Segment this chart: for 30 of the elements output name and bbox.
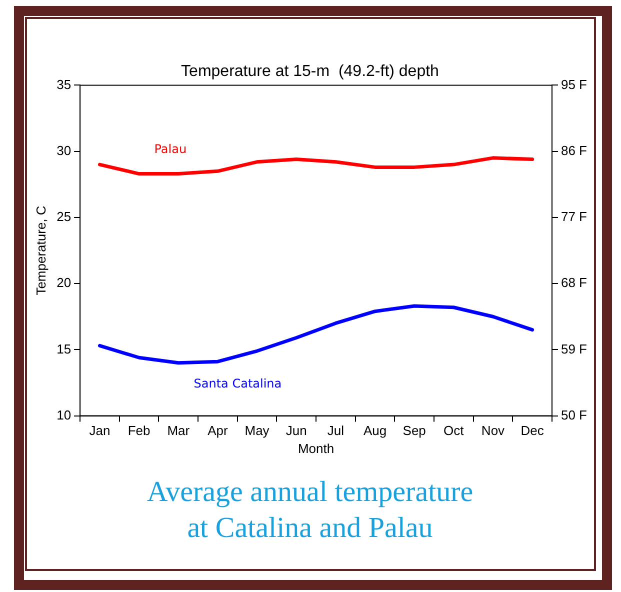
x-tick-label: Dec	[520, 423, 544, 438]
x-tick-label: Nov	[481, 423, 506, 438]
y-tick-label: 20	[56, 275, 72, 290]
x-tick-label: Jan	[89, 423, 110, 438]
x-tick-label: Mar	[167, 423, 190, 438]
x-tick-label: Apr	[208, 423, 228, 438]
series-label: Santa Catalina	[194, 376, 282, 391]
x-tick-label: Jun	[286, 423, 307, 438]
y-tick-label: 35	[56, 76, 72, 92]
chart-title: Temperature at 15-m (49.2-ft) depth	[181, 63, 439, 80]
x-tick-label: Jul	[327, 423, 344, 438]
y-axis-title: Temperature, C	[33, 206, 48, 296]
x-tick-label: Feb	[128, 423, 150, 438]
x-tick-label: Oct	[444, 423, 464, 438]
series-label: Palau	[154, 142, 187, 156]
y2-tick-label: 50 F	[560, 407, 588, 422]
text: Average annual temperature at Catalina and Palau	[146, 475, 474, 546]
y-tick-label: 10	[56, 407, 72, 422]
x-axis-title: Month	[298, 440, 334, 456]
y2-tick-label: 86 F	[560, 142, 588, 158]
y2-tick-label: 77 F	[560, 209, 588, 224]
y-tick-label: 25	[56, 209, 72, 224]
x-tick-label: Sep	[402, 423, 426, 438]
x-tick-label: Aug	[363, 423, 387, 438]
y2-tick-label: 95 F	[560, 76, 588, 92]
y-tick-label: 30	[56, 142, 72, 158]
x-tick-label: May	[244, 423, 270, 438]
y2-tick-label: 68 F	[560, 275, 588, 290]
y-tick-label: 15	[56, 341, 72, 356]
y2-tick-label: 59 F	[560, 341, 588, 356]
